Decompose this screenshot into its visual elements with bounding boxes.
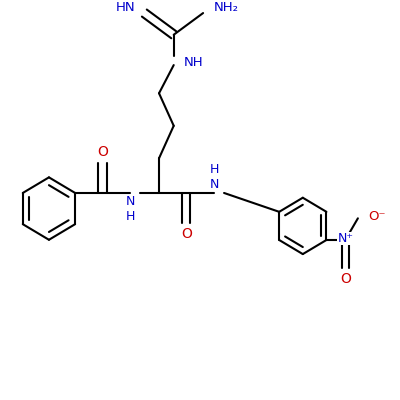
- Text: O⁻: O⁻: [368, 210, 386, 223]
- Text: HN: HN: [116, 1, 135, 14]
- Text: N⁺: N⁺: [337, 232, 353, 245]
- Text: O: O: [340, 272, 351, 286]
- Text: H
N: H N: [209, 163, 219, 191]
- Text: NH₂: NH₂: [214, 1, 238, 14]
- Text: O: O: [181, 227, 192, 241]
- Text: N
H: N H: [125, 195, 135, 223]
- Text: NH: NH: [184, 56, 204, 70]
- Text: O: O: [97, 145, 108, 159]
